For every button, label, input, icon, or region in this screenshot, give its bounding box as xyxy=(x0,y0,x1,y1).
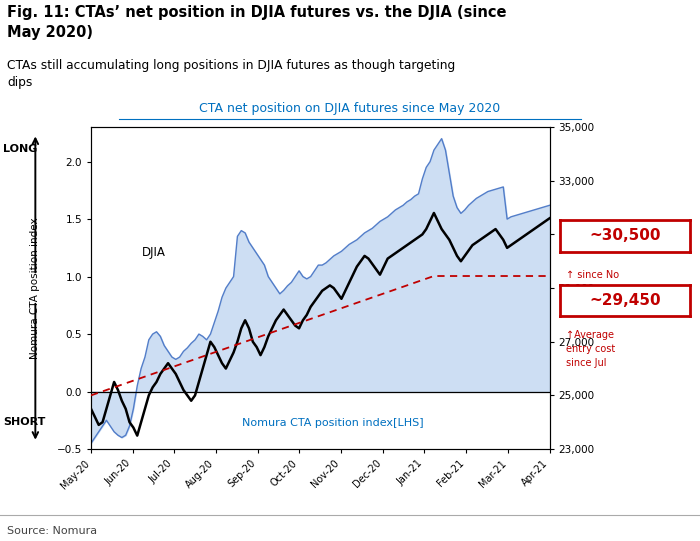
Text: DJIA: DJIA xyxy=(141,246,165,259)
Text: LONG: LONG xyxy=(4,144,38,154)
Text: ~29,450: ~29,450 xyxy=(589,293,661,308)
Text: CTAs still accumulating long positions in DJIA futures as though targeting
dips: CTAs still accumulating long positions i… xyxy=(7,59,455,89)
Text: ↑ since No: ↑ since No xyxy=(566,270,619,280)
Text: Nomura CTA position index[LHS]: Nomura CTA position index[LHS] xyxy=(242,419,424,428)
Text: Source: Nomura: Source: Nomura xyxy=(7,526,97,536)
Text: ↑Average
entry cost
since Jul: ↑Average entry cost since Jul xyxy=(566,330,615,368)
Text: CTA net position on DJIA futures since May 2020: CTA net position on DJIA futures since M… xyxy=(199,102,500,115)
Text: SHORT: SHORT xyxy=(4,417,46,427)
Text: Fig. 11: CTAs’ net position in DJIA futures vs. the DJIA (since
May 2020): Fig. 11: CTAs’ net position in DJIA futu… xyxy=(7,5,507,40)
Text: ~30,500: ~30,500 xyxy=(589,228,661,243)
Text: Nomura CTA position index: Nomura CTA position index xyxy=(30,217,41,359)
